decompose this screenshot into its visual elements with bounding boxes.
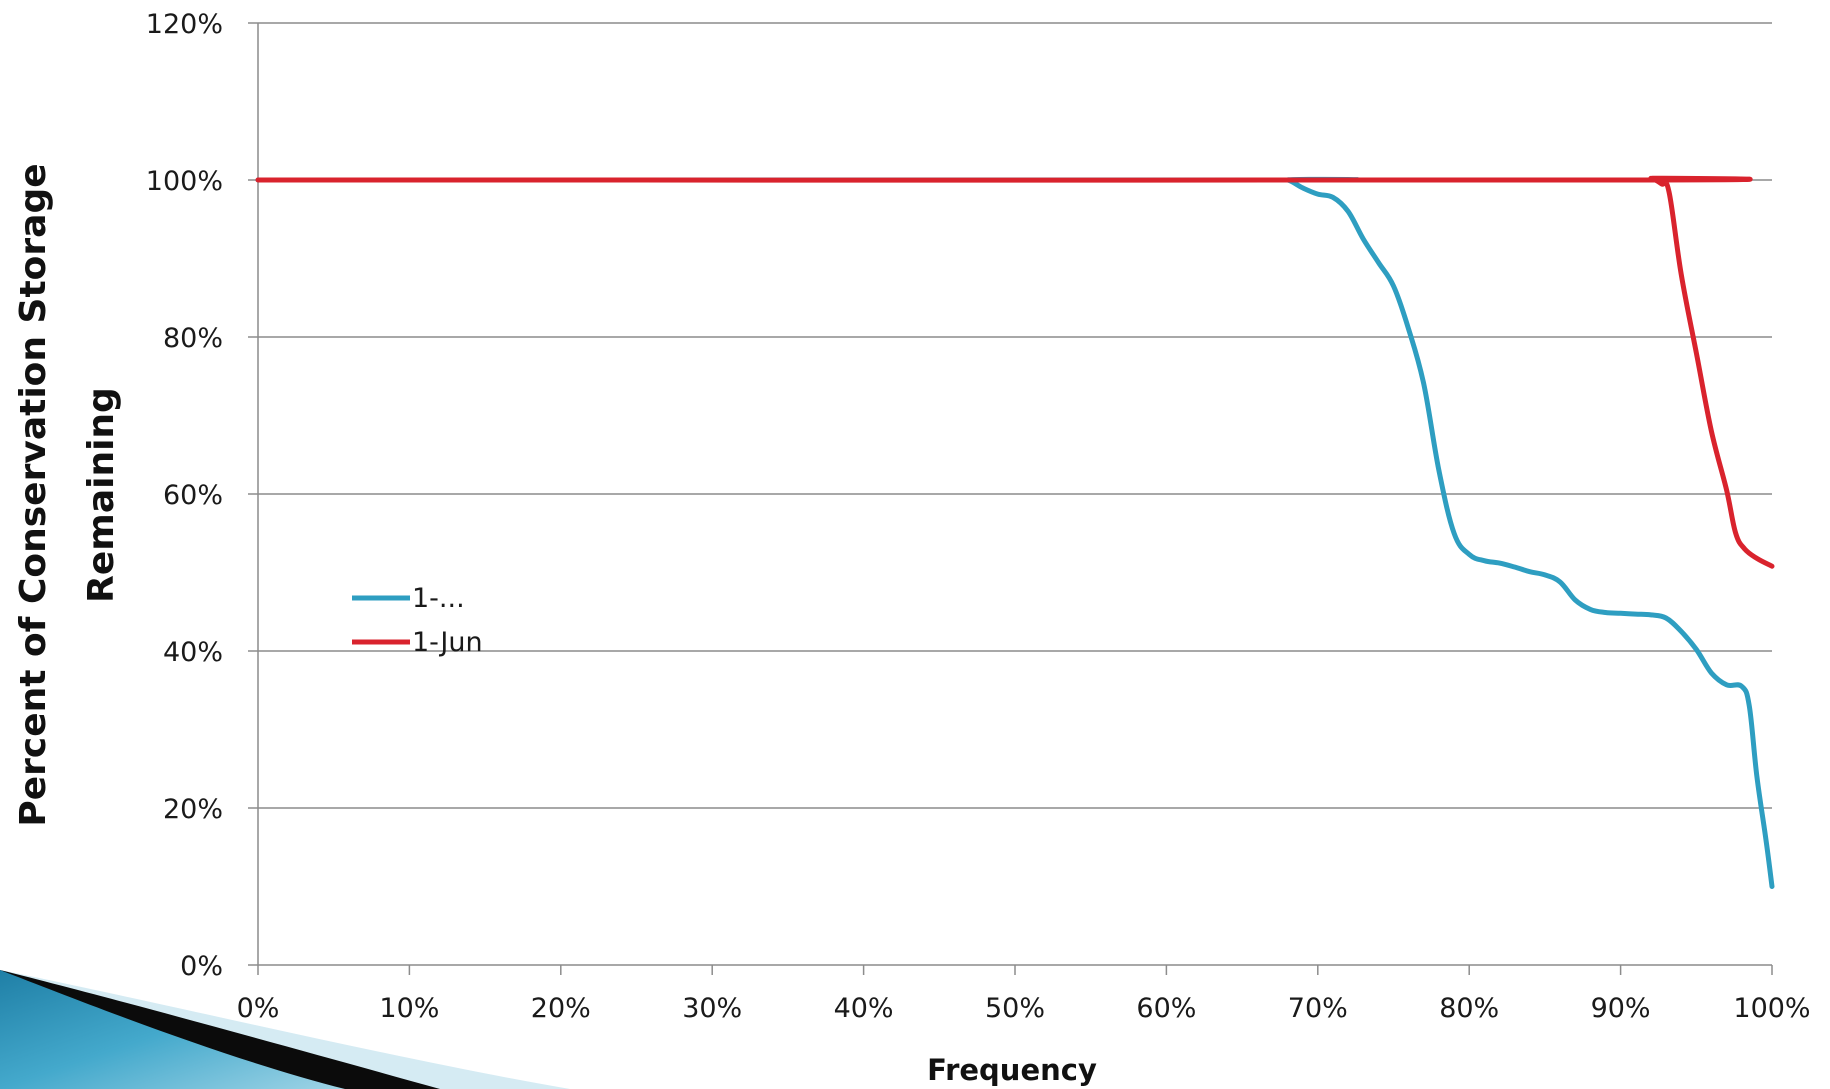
x-tick-label: 10%: [379, 993, 439, 1024]
y-tick-label: 120%: [146, 9, 223, 40]
x-tick-label: 0%: [237, 993, 280, 1024]
x-tick-label: 20%: [531, 993, 591, 1024]
x-tick-label: 60%: [1136, 993, 1196, 1024]
x-tick-label: 40%: [834, 993, 894, 1024]
y-tick-label: 0%: [180, 951, 223, 982]
series-lines: [255, 175, 1775, 889]
axes: [248, 22, 1773, 975]
y-axis-title-line2: Remaining: [81, 387, 122, 603]
legend-label-series-1: 1-...: [412, 583, 465, 614]
legend-label-series-2: 1-Jun: [412, 627, 483, 658]
decorative-swoosh: [0, 970, 570, 1089]
x-axis-title: Frequency: [927, 1053, 1097, 1087]
grid-lines: [258, 22, 1772, 809]
y-tick-label: 60%: [163, 480, 223, 511]
x-tick-label: 100%: [1733, 993, 1810, 1024]
legend: 1-... 1-Jun: [352, 583, 483, 658]
series-line-2: [255, 175, 1775, 569]
x-tick-label: 80%: [1439, 993, 1499, 1024]
x-tick-labels: 0% 10% 20% 30% 40% 50% 60% 70% 80% 90% 100%: [237, 993, 1811, 1024]
y-tick-labels: 0% 20% 40% 60% 80% 100% 120%: [146, 9, 223, 982]
y-axis-title-line1: Percent of Conservation Storage: [13, 163, 54, 826]
y-tick-label: 80%: [163, 323, 223, 354]
y-axis-title: Percent of Conservation Storage Remainin…: [13, 163, 122, 826]
y-tick-label: 100%: [146, 166, 223, 197]
y-tick-label: 40%: [163, 637, 223, 668]
series-line-1: [255, 176, 1775, 889]
x-tick-label: 70%: [1288, 993, 1348, 1024]
x-tick-label: 50%: [985, 993, 1045, 1024]
x-tick-label: 30%: [682, 993, 742, 1024]
y-tick-label: 20%: [163, 794, 223, 825]
x-tick-label: 90%: [1591, 993, 1651, 1024]
